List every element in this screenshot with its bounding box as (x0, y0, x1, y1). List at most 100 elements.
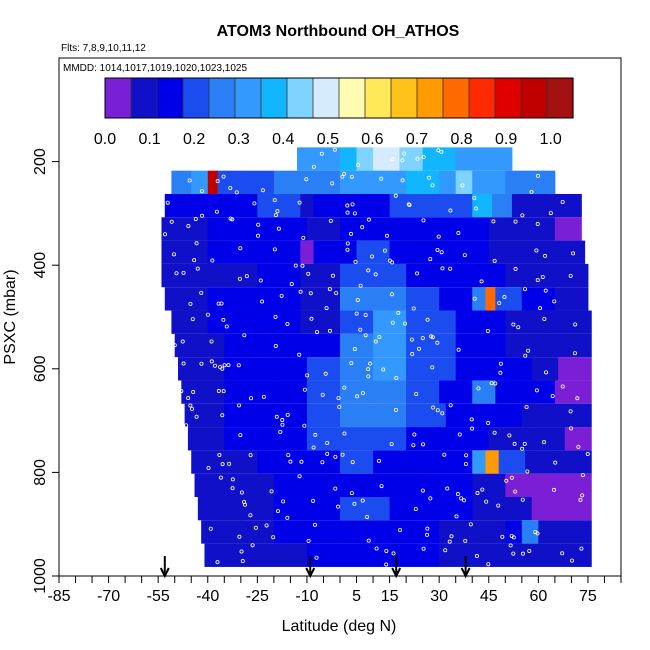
measurement-point (350, 202, 355, 207)
measurement-point (543, 253, 548, 258)
measurement-point (560, 200, 565, 205)
measurement-point (275, 209, 280, 214)
measurement-point (226, 363, 231, 368)
heatmap-cell (554, 287, 589, 311)
x-tick-label: -70 (97, 588, 120, 605)
measurement-point (415, 156, 420, 161)
heatmap-cell (505, 333, 549, 358)
flight-arrow-head (159, 567, 170, 579)
colorbar (104, 77, 574, 119)
measurement-point (393, 193, 398, 198)
measurement-point (313, 432, 318, 437)
measurement-point (365, 514, 370, 519)
measurement-point (497, 301, 502, 306)
measurement-point (439, 149, 444, 154)
heatmap-row (191, 450, 592, 474)
flight-arrow-head (305, 567, 316, 579)
measurement-point (430, 183, 435, 188)
heatmap-cell (406, 170, 440, 194)
heatmap-cell (340, 427, 374, 451)
heatmap-cell (422, 147, 457, 171)
heatmap-cell (356, 240, 391, 264)
measurement-point (350, 460, 355, 465)
heatmap-cell (455, 333, 506, 358)
measurement-point (398, 528, 403, 533)
measurement-point (358, 283, 363, 288)
measurement-point (342, 171, 347, 176)
heatmap-cell (373, 403, 407, 428)
heatmap-cell (224, 357, 275, 381)
measurement-point (199, 189, 204, 194)
measurement-point (509, 533, 514, 538)
measurement-point (230, 477, 235, 482)
heatmap-cell (340, 543, 391, 567)
measurement-point (474, 554, 479, 559)
measurement-point (215, 560, 220, 565)
measurement-point (194, 414, 199, 419)
heatmap-cell (406, 287, 440, 311)
measurement-point (184, 423, 189, 428)
heatmap-cell (273, 403, 308, 428)
heatmap-cell (306, 543, 341, 567)
measurement-point (311, 498, 316, 503)
measurement-point (472, 296, 477, 301)
measurement-point (457, 432, 462, 437)
measurement-point (435, 248, 440, 253)
measurement-point (520, 497, 525, 502)
heatmap-cell (521, 520, 539, 544)
x-tick-label: 75 (579, 588, 597, 605)
heatmap-cell (273, 357, 308, 381)
heatmap-cell (306, 497, 341, 521)
heatmap-cell (300, 193, 315, 218)
colorbar-tick-label: 0.7 (406, 131, 428, 148)
colorbar-tick-label: 0.5 (317, 131, 339, 148)
y-axis: 200 400 600 800 1000 (32, 148, 59, 594)
measurement-point (373, 272, 378, 277)
heatmap-cell (191, 170, 209, 194)
measurement-point (352, 347, 357, 352)
measurement-point (238, 433, 243, 438)
heatmap-row (164, 287, 589, 311)
measurement-point (330, 273, 335, 278)
heatmap-row (297, 147, 513, 171)
measurement-point (269, 489, 274, 494)
measurement-point (218, 475, 223, 480)
heatmap-cell (340, 450, 374, 474)
measurement-point (308, 291, 313, 296)
measurement-point (327, 287, 332, 292)
measurement-point (190, 406, 195, 411)
measurement-point (366, 217, 371, 222)
colorbar-segment (131, 78, 158, 118)
heatmap-cell (273, 380, 308, 404)
heatmap-cell (558, 450, 592, 474)
measurement-point (379, 484, 384, 489)
heatmap-cell (306, 333, 341, 358)
measurement-point (363, 313, 368, 318)
colorbar-segment (391, 78, 418, 118)
heatmap-cell (340, 217, 391, 241)
colorbar-tick-label: 1.0 (540, 131, 562, 148)
measurement-point (249, 396, 254, 401)
measurement-point (552, 487, 557, 492)
measurement-point (342, 385, 347, 390)
heatmap-cell (558, 357, 592, 381)
heatmap-cell (498, 450, 526, 474)
heatmap-cell (207, 240, 248, 264)
measurement-point (469, 417, 474, 422)
heatmap-cell (455, 310, 506, 334)
heatmap-cell (174, 333, 225, 358)
measurement-point (174, 271, 179, 276)
measurement-point (411, 443, 416, 448)
measurement-point (248, 453, 253, 458)
heatmap-cell (178, 357, 225, 381)
measurement-point (568, 409, 573, 414)
measurement-point (320, 392, 325, 397)
measurement-point (436, 148, 441, 153)
measurement-point (360, 391, 365, 396)
measurement-point (448, 208, 453, 213)
measurement-point (239, 490, 244, 495)
heatmap-cell (455, 147, 506, 171)
heatmap-cell (306, 217, 341, 241)
measurement-point (462, 253, 467, 258)
heatmap-row (161, 240, 586, 264)
